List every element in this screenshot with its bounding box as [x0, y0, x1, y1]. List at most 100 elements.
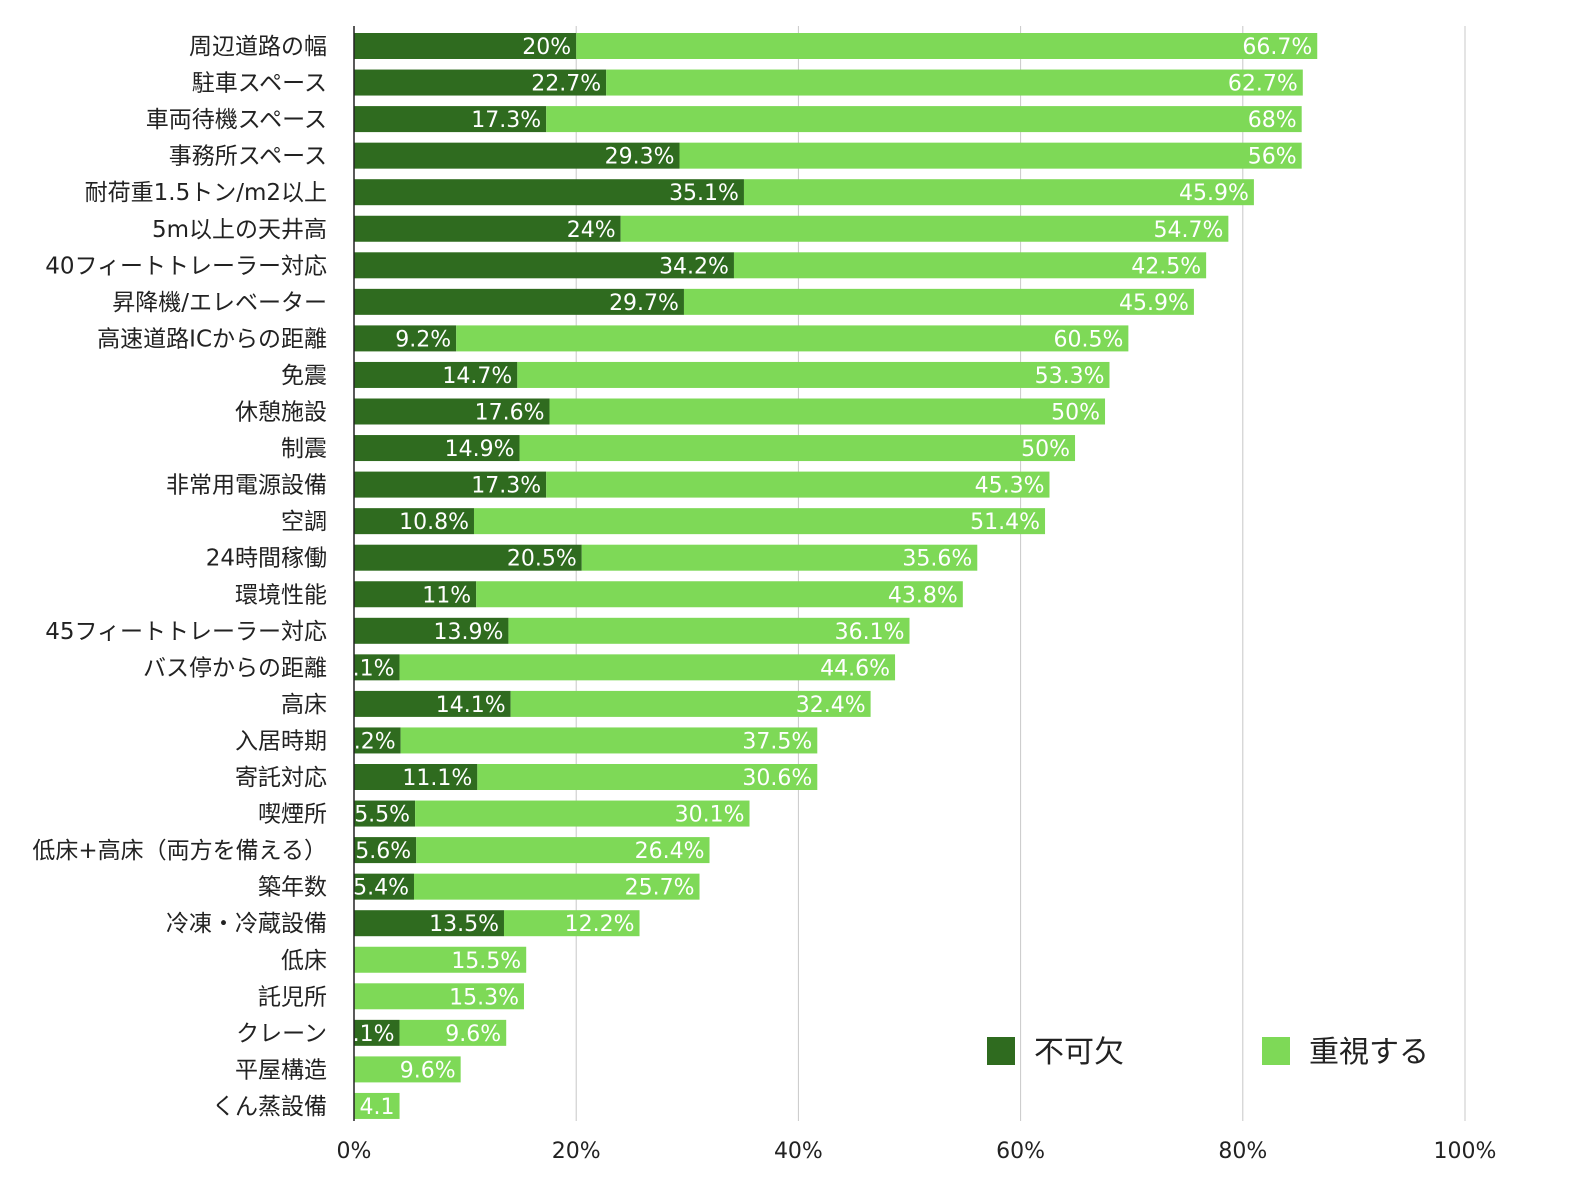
data-label-juushi: 15.5% [451, 949, 521, 974]
category-label: 入居時期 [235, 728, 327, 754]
category-label: 駐車スペース [192, 71, 327, 97]
data-label-fukaketsu: 17.3% [471, 108, 541, 133]
category-label: 冷凍・冷蔵設備 [166, 911, 327, 937]
data-label-fukaketsu: 20.5% [507, 547, 577, 572]
bar-segment-juushi [456, 325, 1129, 352]
bar-segment-juushi [416, 837, 710, 864]
category-label: 非常用電源設備 [166, 473, 327, 499]
data-label-fukaketsu: 4.1% [339, 1022, 395, 1047]
data-label-fukaketsu: 5.4% [353, 876, 409, 901]
data-label-juushi: 62.7% [1228, 72, 1298, 97]
data-labels: 20% 66.7% 22.7% 62.7% 17.3% 68% 29.3% 56% 35.1% 4… [339, 35, 1313, 1120]
bar-segment-juushi [519, 435, 1076, 462]
bar-segment-fukaketsu [354, 361, 518, 388]
category-label: 免震 [281, 363, 327, 389]
data-label-fukaketsu: 14.1% [436, 693, 506, 718]
bar-segment-fukaketsu [354, 69, 607, 96]
bar-segment-fukaketsu [354, 544, 582, 571]
bar-segment-juushi [606, 69, 1303, 96]
bar-segment-juushi [743, 179, 1254, 206]
category-label: クレーン [236, 1021, 327, 1047]
bar-segment-fukaketsu [354, 581, 477, 608]
bar-segment-fukaketsu [354, 617, 509, 644]
bar-segment-juushi [549, 398, 1106, 425]
data-label-fukaketsu: 4.1% [339, 656, 395, 681]
category-label: 寄託対応 [235, 765, 327, 791]
data-label-juushi: 9.6% [400, 1058, 456, 1083]
bar-segment-fukaketsu [354, 1019, 400, 1046]
bar-segment-fukaketsu [354, 837, 417, 864]
data-label-fukaketsu: 11.1% [402, 766, 472, 791]
data-label-juushi: 44.6% [820, 656, 890, 681]
data-label-fukaketsu: 10.8% [399, 510, 469, 535]
bar-segment-fukaketsu [354, 727, 401, 754]
data-label-juushi: 35.6% [902, 547, 972, 572]
data-label-juushi: 4.1 [360, 1095, 395, 1120]
data-label-juushi: 45.9% [1119, 291, 1189, 316]
bar-segment-fukaketsu [354, 33, 577, 59]
bar-segment-fukaketsu [354, 471, 547, 498]
data-label-juushi: 30.6% [742, 766, 812, 791]
bar-segment-juushi [508, 617, 910, 644]
category-label: 5m以上の天井高 [152, 217, 327, 243]
bar-segment-fukaketsu [354, 106, 547, 133]
bar-segment-juushi [581, 544, 978, 571]
data-label-juushi: 26.4% [635, 839, 705, 864]
category-label: 低床 [281, 948, 327, 974]
category-label: くん蒸設備 [212, 1094, 327, 1120]
data-label-juushi: 9.6% [445, 1022, 501, 1047]
data-label-juushi: 12.2% [565, 912, 635, 937]
data-label-juushi: 54.7% [1153, 218, 1223, 243]
bar-segment-juushi [354, 946, 527, 973]
data-label-juushi: 45.3% [975, 474, 1045, 499]
data-label-juushi: 32.4% [796, 693, 866, 718]
bar-segment-juushi [399, 654, 896, 681]
data-label-juushi: 42.5% [1131, 254, 1201, 279]
category-label: 周辺道路の幅 [189, 34, 327, 60]
data-label-fukaketsu: 17.3% [471, 474, 541, 499]
bar-segment-juushi [413, 873, 700, 900]
data-label-fukaketsu: 35.1% [669, 181, 739, 206]
bar-segment-fukaketsu [354, 800, 416, 827]
data-label-juushi: 66.7% [1242, 35, 1312, 60]
data-label-fukaketsu: 5.5% [354, 803, 410, 828]
data-label-juushi: 37.5% [742, 729, 812, 754]
bar-segment-juushi [546, 471, 1050, 498]
category-label: 託児所 [258, 984, 327, 1010]
data-label-fukaketsu: 14.9% [445, 437, 515, 462]
data-label-juushi: 15.3% [449, 985, 519, 1010]
bar-segment-juushi [476, 581, 963, 608]
data-label-fukaketsu: 29.3% [605, 145, 675, 170]
data-label-fukaketsu: 4.2% [340, 729, 396, 754]
category-label: 制震 [281, 436, 327, 462]
axes: 0% 20% 40% 60% 80% 100% 周辺道路の幅駐車スペース車両待機スペース事務… [32, 26, 1496, 1164]
data-label-juushi: 25.7% [625, 876, 695, 901]
x-tick-label: 40% [774, 1139, 823, 1164]
data-label-juushi: 43.8% [888, 583, 958, 608]
category-label: 休憩施設 [235, 400, 327, 426]
data-label-fukaketsu: 5.6% [355, 839, 411, 864]
data-label-fukaketsu: 14.7% [442, 364, 512, 389]
bar-segment-juushi [620, 215, 1229, 242]
category-label: 環境性能 [235, 582, 327, 608]
bar-segment-juushi [477, 764, 818, 790]
legend-label: 重視する [1309, 1035, 1429, 1070]
legend-label: 不可欠 [1034, 1035, 1124, 1070]
bar-segment-fukaketsu [354, 398, 550, 425]
bar-segment-juushi [473, 508, 1046, 535]
category-label: 24時間稼働 [206, 546, 327, 572]
bar-segment-juushi [354, 983, 524, 1010]
data-label-fukaketsu: 13.5% [429, 912, 499, 937]
bar-segment-juushi [576, 33, 1318, 59]
bar-segment-fukaketsu [354, 508, 474, 535]
category-label: 高床 [281, 692, 327, 718]
bar-segment-juushi [503, 910, 640, 937]
bar-segment-fukaketsu [354, 873, 414, 900]
x-tick-label: 80% [1218, 1139, 1267, 1164]
category-label: 40フィートトレーラー対応 [45, 253, 327, 279]
legend: 不可欠 重視する [987, 1035, 1429, 1070]
bar-segment-fukaketsu [354, 288, 684, 315]
category-label: 空調 [281, 509, 327, 535]
